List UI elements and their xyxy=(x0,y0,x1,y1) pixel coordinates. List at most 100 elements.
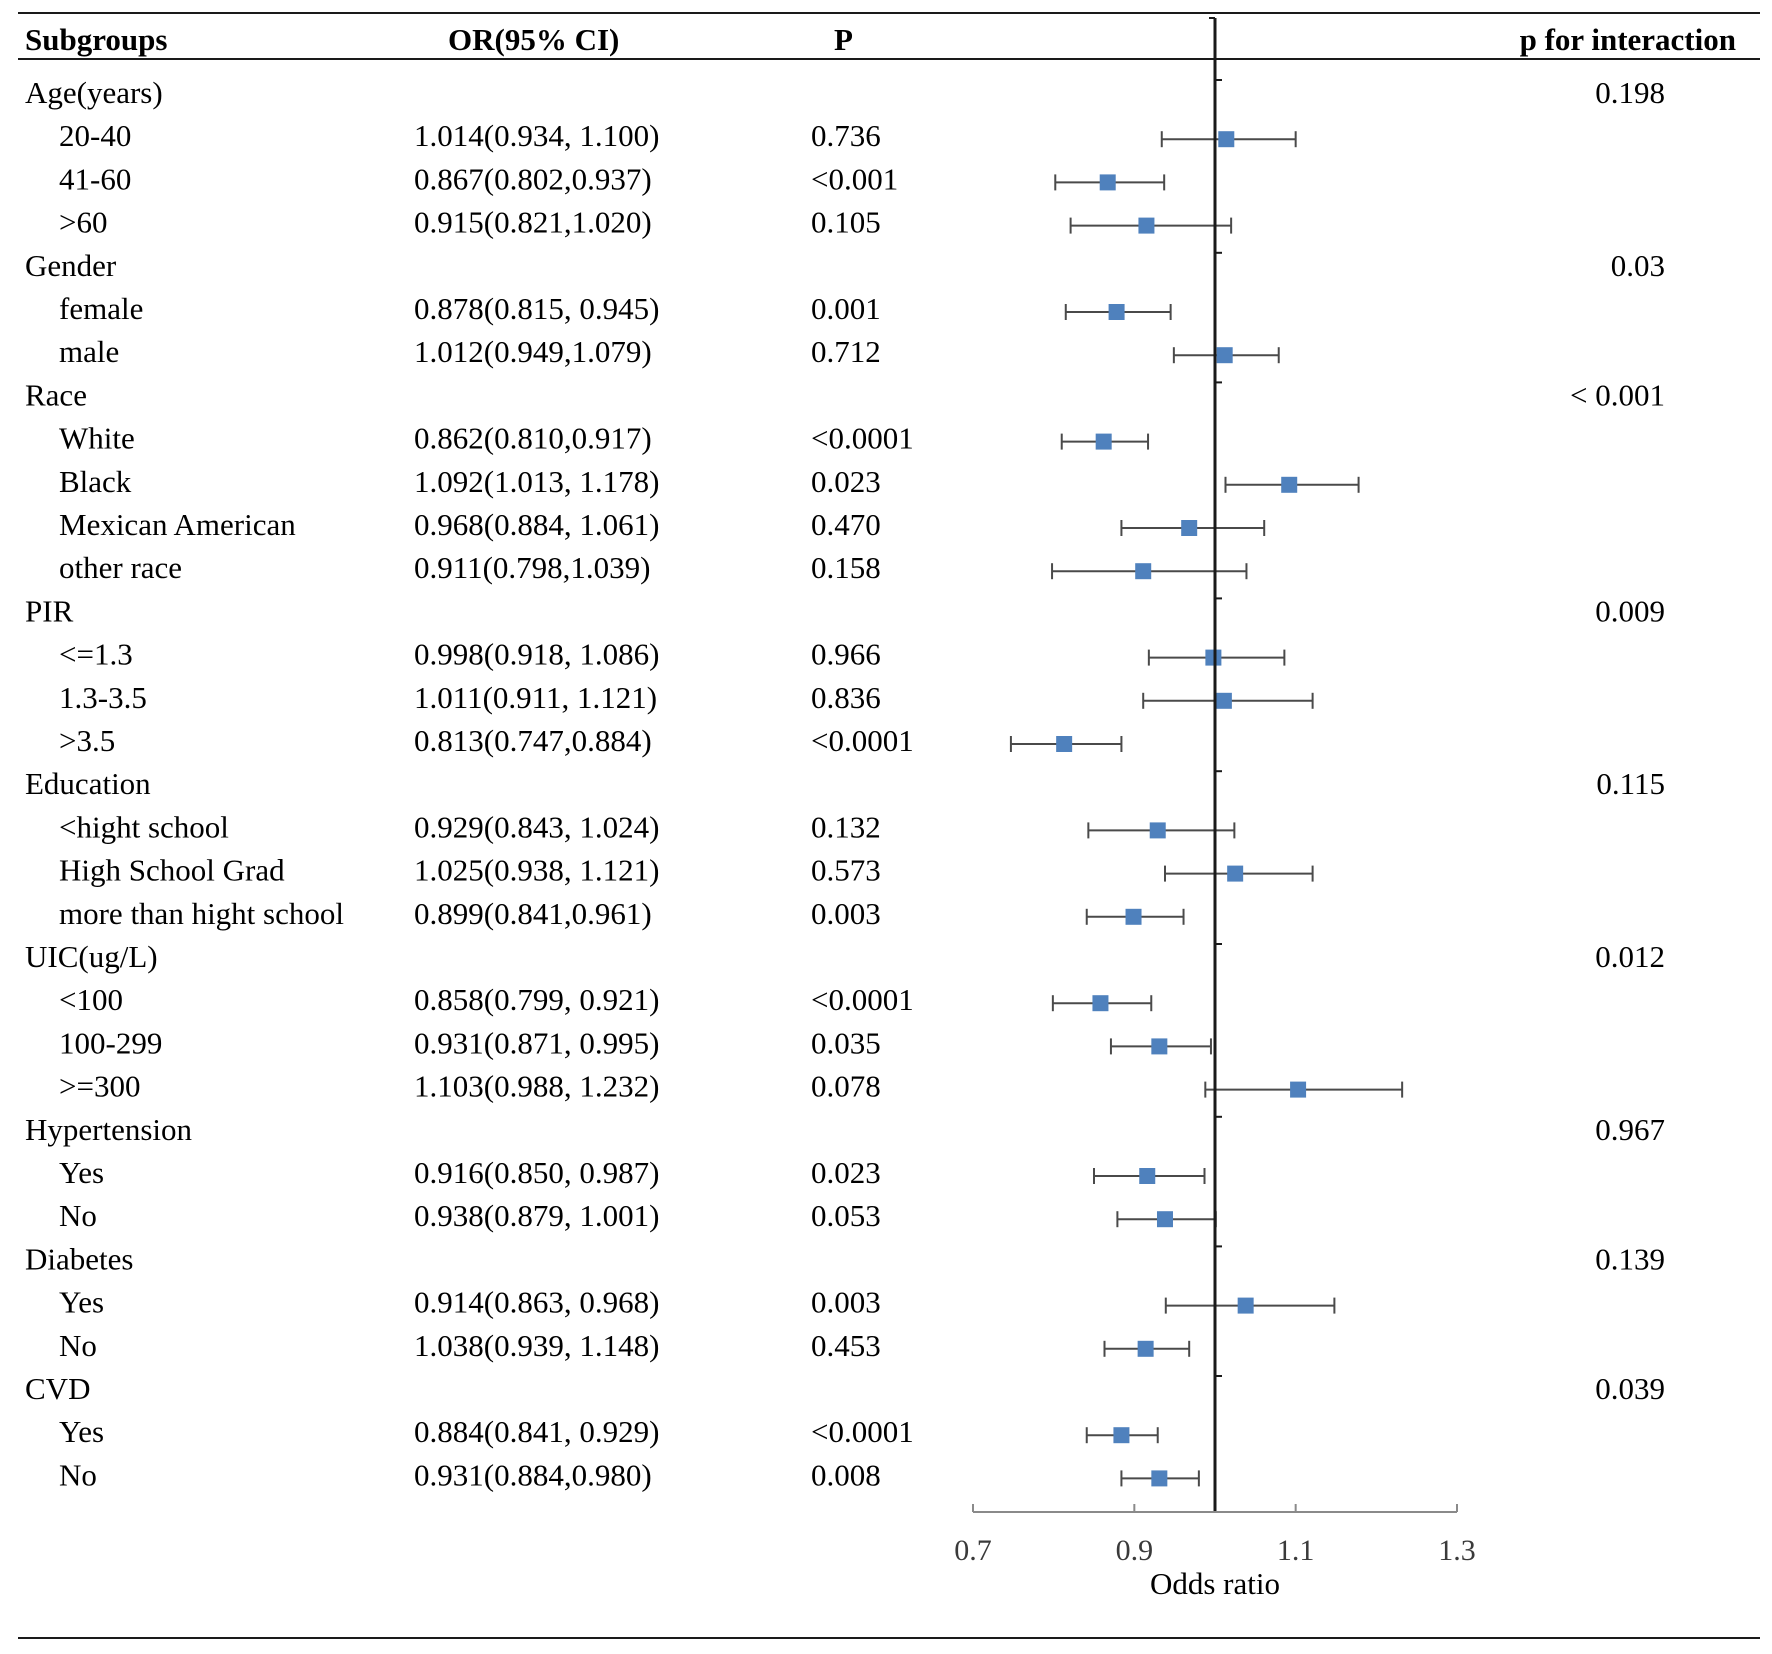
forest-point xyxy=(1204,1081,1404,1098)
p-value: 0.078 xyxy=(811,1069,881,1104)
forest-point xyxy=(1120,520,1266,536)
forest-point xyxy=(1160,131,1297,148)
forest-point xyxy=(1051,563,1248,580)
p-interaction-value: 0.03 xyxy=(1611,248,1665,283)
group-label: Age(years) xyxy=(25,75,163,110)
p-value: <0.0001 xyxy=(811,982,914,1017)
or-ci-value: 0.916(0.850, 0.987) xyxy=(414,1155,659,1190)
or-marker xyxy=(1138,217,1155,234)
or-marker xyxy=(1151,1038,1168,1055)
p-value: 0.712 xyxy=(811,334,881,369)
forest-point xyxy=(1103,1340,1191,1357)
or-ci-value: 1.103(0.988, 1.232) xyxy=(414,1069,659,1104)
p-value: 0.003 xyxy=(811,896,881,931)
or-ci-value: 1.025(0.938, 1.121) xyxy=(414,853,659,888)
p-value: 0.453 xyxy=(811,1328,881,1363)
or-marker xyxy=(1205,649,1222,666)
forest-point xyxy=(1116,1211,1217,1228)
p-value: 0.573 xyxy=(811,853,881,888)
x-axis-title: Odds ratio xyxy=(1150,1566,1280,1601)
p-interaction-value: 0.009 xyxy=(1595,593,1665,628)
or-marker xyxy=(1149,822,1166,839)
or-marker xyxy=(1237,1297,1254,1314)
or-marker xyxy=(1137,1340,1154,1357)
p-value: <0.0001 xyxy=(811,723,914,758)
p-value: 0.836 xyxy=(811,680,881,715)
forest-plot: 0.7 0.9 1.1 1.3 Odds ratio xyxy=(954,17,1476,1601)
or-marker xyxy=(1056,736,1073,752)
or-marker xyxy=(1181,520,1198,536)
subgroup-label: Mexican American xyxy=(59,507,296,542)
or-ci-value: 0.878(0.815, 0.945) xyxy=(414,291,659,326)
p-interaction-value: 0.012 xyxy=(1595,939,1665,974)
p-value: 0.008 xyxy=(811,1457,881,1492)
forest-point xyxy=(1224,476,1360,493)
forest-point xyxy=(1064,304,1172,320)
header-subgroups: Subgroups xyxy=(25,22,167,57)
p-value: 0.053 xyxy=(811,1198,881,1233)
subgroup-label: Yes xyxy=(59,1414,104,1449)
or-marker xyxy=(1218,131,1235,148)
subgroup-label: 20-40 xyxy=(59,118,131,153)
or-marker xyxy=(1099,174,1116,191)
header-p: P xyxy=(834,22,853,57)
p-value: 0.132 xyxy=(811,809,881,844)
subgroup-label: >=300 xyxy=(59,1069,140,1104)
group-label: PIR xyxy=(25,593,74,628)
group-label: UIC(ug/L) xyxy=(25,939,158,974)
subgroup-label: Yes xyxy=(59,1285,104,1320)
forest-point xyxy=(1172,347,1280,364)
group-label: Education xyxy=(25,766,151,801)
or-marker xyxy=(1113,1427,1130,1444)
or-ci-value: 0.884(0.841, 0.929) xyxy=(414,1414,659,1449)
p-value: 0.035 xyxy=(811,1025,881,1060)
forest-point xyxy=(1069,217,1233,234)
subgroup-label: 100-299 xyxy=(59,1025,162,1060)
p-interaction-value: 0.139 xyxy=(1595,1241,1665,1276)
or-ci-value: 1.011(0.911, 1.121) xyxy=(414,680,657,715)
forest-point xyxy=(1009,736,1123,752)
p-interaction-value: 0.115 xyxy=(1596,766,1665,801)
subgroup-label: >60 xyxy=(59,205,107,240)
subgroup-label: 1.3-3.5 xyxy=(59,680,147,715)
forest-point xyxy=(1163,865,1314,882)
or-marker xyxy=(1092,995,1109,1012)
p-value: 0.966 xyxy=(811,637,881,672)
p-value: 0.023 xyxy=(811,1155,881,1190)
or-marker xyxy=(1139,1168,1156,1184)
or-ci-value: 0.899(0.841,0.961) xyxy=(414,896,652,931)
or-marker xyxy=(1135,563,1152,580)
p-value: 0.470 xyxy=(811,507,881,542)
forest-point xyxy=(1085,908,1185,925)
group-label: CVD xyxy=(25,1371,90,1406)
subgroup-label: Black xyxy=(59,464,132,499)
p-value: 0.105 xyxy=(811,205,881,240)
or-ci-value: 0.931(0.871, 0.995) xyxy=(414,1025,659,1060)
subgroup-label: 41-60 xyxy=(59,161,131,196)
forest-point xyxy=(1109,1038,1212,1055)
group-label: Gender xyxy=(25,248,117,283)
x-tick-label: 1.1 xyxy=(1277,1534,1315,1567)
p-interaction-value: 0.967 xyxy=(1595,1112,1665,1147)
p-value: 0.001 xyxy=(811,291,881,326)
subgroup-label: No xyxy=(59,1198,97,1233)
forest-point xyxy=(1060,433,1150,450)
p-interaction-value: 0.198 xyxy=(1595,75,1665,110)
or-ci-value: 1.012(0.949,1.079) xyxy=(414,334,652,369)
or-ci-value: 0.914(0.863, 0.968) xyxy=(414,1285,659,1320)
or-ci-value: 0.968(0.884, 1.061) xyxy=(414,507,659,542)
or-marker xyxy=(1215,692,1232,709)
group-label: Diabetes xyxy=(25,1241,133,1276)
group-label: Hypertension xyxy=(25,1112,193,1147)
p-interaction-value: < 0.001 xyxy=(1570,377,1665,412)
header-p-interaction: p for interaction xyxy=(1520,22,1736,57)
or-marker xyxy=(1216,347,1233,364)
forest-point xyxy=(1142,692,1314,709)
forest-point xyxy=(1120,1470,1200,1487)
x-tick-label: 1.3 xyxy=(1438,1534,1476,1567)
or-ci-value: 0.929(0.843, 1.024) xyxy=(414,809,659,844)
forest-point xyxy=(1054,174,1166,191)
or-ci-value: 0.867(0.802,0.937) xyxy=(414,161,652,196)
x-tick-label: 0.7 xyxy=(954,1534,992,1567)
